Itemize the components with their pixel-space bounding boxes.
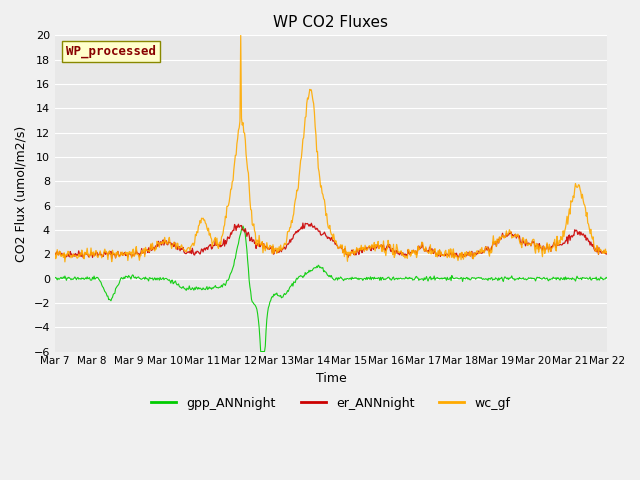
X-axis label: Time: Time [316, 372, 346, 385]
Title: WP CO2 Fluxes: WP CO2 Fluxes [273, 15, 388, 30]
Text: WP_processed: WP_processed [66, 45, 156, 58]
Y-axis label: CO2 Flux (umol/m2/s): CO2 Flux (umol/m2/s) [15, 125, 28, 262]
Legend: gpp_ANNnight, er_ANNnight, wc_gf: gpp_ANNnight, er_ANNnight, wc_gf [147, 392, 515, 415]
